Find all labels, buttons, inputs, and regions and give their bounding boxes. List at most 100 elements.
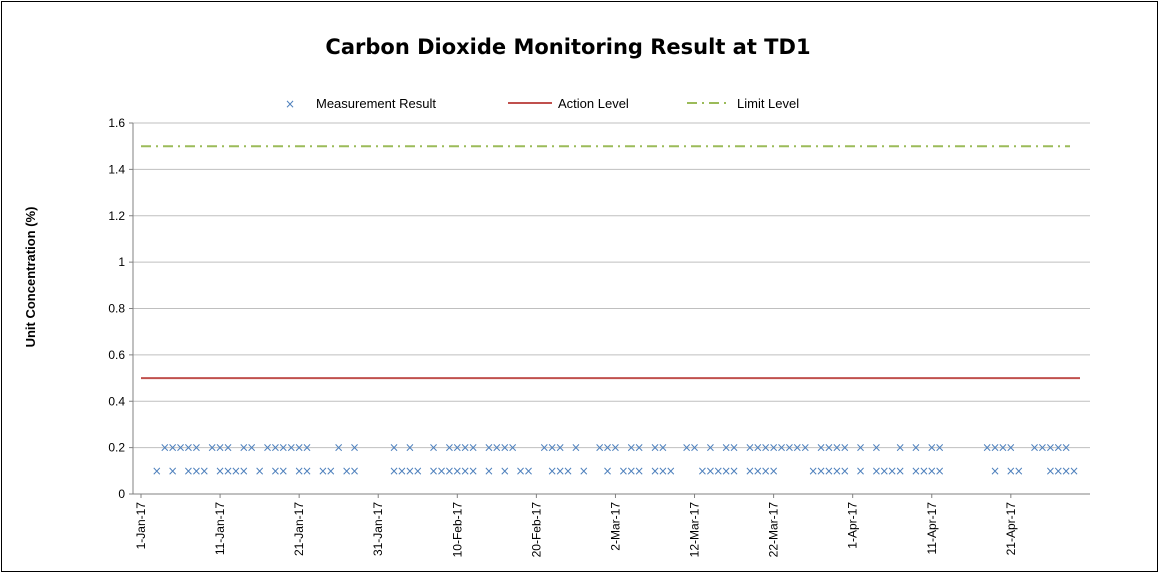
measurement-point: × <box>452 441 462 455</box>
measurement-point: × <box>349 464 359 478</box>
measurement-point: × <box>895 464 905 478</box>
measurement-point: × <box>1061 464 1071 478</box>
measurement-point: × <box>405 441 415 455</box>
measurement-point: × <box>571 441 581 455</box>
measurement-point: × <box>610 441 620 455</box>
measurement-point: × <box>998 441 1008 455</box>
measurement-point: × <box>1069 464 1079 478</box>
measurement-point: × <box>887 464 897 478</box>
measurement-point: × <box>808 464 818 478</box>
measurement-point: × <box>183 464 193 478</box>
reference-lines <box>141 145 1080 380</box>
measurement-point: × <box>468 441 478 455</box>
measurement-point: × <box>389 464 399 478</box>
measurement-point: × <box>634 464 644 478</box>
legend-label: Measurement Result <box>316 96 436 111</box>
measurement-point: × <box>666 464 676 478</box>
measurement-point: × <box>270 464 280 478</box>
measurement-point: × <box>516 464 526 478</box>
measurement-point: × <box>911 464 921 478</box>
measurement-point: × <box>618 464 628 478</box>
measurement-point: × <box>247 441 257 455</box>
measurement-point: × <box>792 441 802 455</box>
measurement-point: × <box>270 441 280 455</box>
measurement-point: × <box>603 464 613 478</box>
measurement-point: × <box>634 441 644 455</box>
measurement-point: × <box>705 441 715 455</box>
measurement-point: × <box>460 441 470 455</box>
legend-swatch: × <box>285 97 295 111</box>
measurement-point: × <box>278 441 288 455</box>
grid-lines <box>133 122 1090 449</box>
measurement-point: × <box>816 464 826 478</box>
measurement-point: × <box>650 441 660 455</box>
y-axis-label: Unit Concentration (%) <box>23 207 38 348</box>
x-tick-label: 22-Mar-17 <box>767 502 781 558</box>
x-tick-label: 20-Feb-17 <box>529 502 543 558</box>
measurement-point: × <box>397 464 407 478</box>
x-tick-label: 11-Apr-17 <box>925 502 939 555</box>
measurement-point: × <box>429 464 439 478</box>
measurement-point: × <box>326 464 336 478</box>
measurement-point: × <box>523 464 533 478</box>
measurement-point: × <box>832 441 842 455</box>
measurement-point: × <box>982 441 992 455</box>
measurement-point: × <box>262 441 272 455</box>
chart-legend: × Measurement Result Action Level Limit Lev… <box>285 96 799 111</box>
measurement-point: × <box>705 464 715 478</box>
measurement-point: × <box>215 464 225 478</box>
measurement-point: × <box>927 464 937 478</box>
measurement-point: × <box>990 441 1000 455</box>
measurement-point: × <box>911 441 921 455</box>
y-tick-label: 0.4 <box>108 394 125 408</box>
measurement-point: × <box>334 441 344 455</box>
x-tick-label: 10-Feb-17 <box>450 502 464 558</box>
measurement-point: × <box>255 464 265 478</box>
measurement-point: × <box>492 441 502 455</box>
measurement-point: × <box>919 464 929 478</box>
measurement-point: × <box>436 464 446 478</box>
measurement-point: × <box>207 441 217 455</box>
measurement-point: × <box>721 441 731 455</box>
measurement-point: × <box>729 464 739 478</box>
measurement-point: × <box>753 441 763 455</box>
x-tick-label: 1-Jan-17 <box>134 502 148 550</box>
measurement-point: × <box>555 441 565 455</box>
measurement-point: × <box>183 441 193 455</box>
measurement-point: × <box>1006 464 1016 478</box>
measurement-point: × <box>603 441 613 455</box>
measurement-point: × <box>444 441 454 455</box>
measurement-point: × <box>444 464 454 478</box>
measurement-point: × <box>294 464 304 478</box>
axes <box>129 122 1090 498</box>
measurement-point: × <box>239 464 249 478</box>
measurement-point: × <box>579 464 589 478</box>
measurement-point: × <box>990 464 1000 478</box>
x-tick-label: 21-Jan-17 <box>292 502 306 556</box>
x-tick-labels: 1-Jan-17 11-Jan-17 21-Jan-17 31-Jan-17 10-Fe… <box>134 502 1018 558</box>
measurement-point: × <box>745 464 755 478</box>
y-tick-label: 1 <box>118 255 125 269</box>
measurement-point: × <box>168 441 178 455</box>
measurement-point: × <box>460 464 470 478</box>
measurement-point: × <box>223 464 233 478</box>
measurement-point: × <box>626 464 636 478</box>
measurement-point: × <box>413 464 423 478</box>
y-tick-label: 0.2 <box>108 441 125 455</box>
measurement-point: × <box>484 464 494 478</box>
measurement-point: × <box>595 441 605 455</box>
measurement-point: × <box>168 464 178 478</box>
measurement-point: × <box>223 441 233 455</box>
legend-label: Action Level <box>558 96 629 111</box>
measurement-point: × <box>650 464 660 478</box>
measurement-point: × <box>152 464 162 478</box>
measurement-point: × <box>824 441 834 455</box>
measurement-point: × <box>294 441 304 455</box>
measurement-point: × <box>856 464 866 478</box>
measurement-point: × <box>508 441 518 455</box>
measurement-point: × <box>468 464 478 478</box>
measurement-point: × <box>199 464 209 478</box>
measurement-point: × <box>318 464 328 478</box>
measurement-point: × <box>1030 441 1040 455</box>
